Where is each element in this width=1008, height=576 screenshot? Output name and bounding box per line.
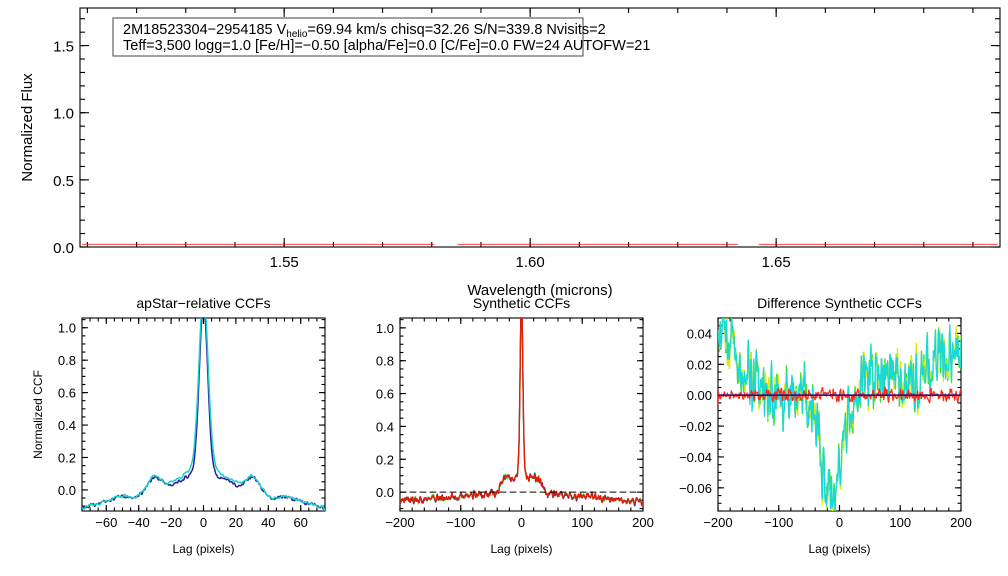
y-tick-label: 0.2	[58, 450, 76, 465]
y-tick-label: 0.4	[376, 419, 394, 434]
x-tick-label: −100	[446, 515, 475, 530]
apstar-relative-ccfs-panel: −60 −40 −20 0 20 40 60 0.0 0.2 0.4 0.6 0.8 1.0 apStar…	[31, 295, 326, 556]
y-tick-label: 0.0	[376, 485, 394, 500]
y-tick-label: −0.04	[679, 450, 712, 465]
x-tick-label: −40	[128, 515, 150, 530]
ccf-curve-visit-2	[82, 318, 325, 511]
synthetic-ccf-ccf-red	[400, 318, 643, 507]
y-tick-label: 1.0	[53, 106, 74, 123]
panel-title: Synthetic CCFs	[473, 295, 570, 311]
x-tick-label: 100	[889, 515, 911, 530]
y-tick-label: 0.5	[53, 173, 74, 190]
difference-curve-diff-yellow	[718, 318, 961, 511]
y-axis-title: Normalized Flux	[19, 73, 36, 182]
x-axis-title: Wavelength (microns)	[467, 282, 612, 299]
y-tick-label: 0.00	[687, 388, 712, 403]
ccf-curve-visit-1	[82, 318, 325, 511]
y-tick-label: 1.5	[53, 39, 74, 56]
x-tick-label: −200	[703, 515, 732, 530]
y-tick-label: 0.8	[376, 354, 394, 369]
x-axis-title: Lag (pixels)	[490, 542, 552, 556]
y-tick-label: 1.0	[376, 321, 394, 336]
difference-curve-diff-cyan	[718, 318, 961, 511]
y-tick-label: −0.06	[679, 481, 712, 496]
x-tick-label: 0	[518, 515, 525, 530]
y-tick-label: 0.0	[53, 240, 74, 257]
parameter-box	[112, 17, 584, 57]
plot-frame	[399, 317, 644, 512]
x-tick-label: 40	[261, 515, 275, 530]
synthetic-ccfs-panel: −200 −100 0 100 200 0.0 0.2 0.4 0.6 0.8 1.0 Synthet…	[376, 295, 654, 556]
panel-title: apStar−relative CCFs	[136, 295, 270, 311]
y-tick-label: 0.8	[58, 353, 76, 368]
x-tick-label: 1.60	[516, 254, 545, 271]
difference-curve-diff-green	[718, 318, 961, 511]
difference-traces	[718, 318, 961, 511]
x-tick-label: 1.55	[270, 254, 299, 271]
y-tick-label: 0.04	[687, 326, 712, 341]
y-tick-label: 0.02	[687, 357, 712, 372]
y-tick-label: 0.6	[58, 386, 76, 401]
y-tick-label: 0.4	[58, 418, 76, 433]
y-tick-label: 0.6	[376, 387, 394, 402]
x-tick-label: 200	[632, 515, 654, 530]
spectrum-traces	[82, 243, 998, 247]
x-tick-label: 0	[200, 515, 207, 530]
x-tick-label: −20	[160, 515, 182, 530]
plot-frame	[81, 317, 326, 512]
y-tick-label: 0.0	[58, 483, 76, 498]
x-tick-label: 100	[571, 515, 593, 530]
x-tick-label: −100	[764, 515, 793, 530]
x-axis-title: Lag (pixels)	[172, 542, 234, 556]
y-tick-label: 0.2	[376, 452, 394, 467]
x-tick-label: 20	[229, 515, 243, 530]
x-tick-label: 200	[950, 515, 972, 530]
x-tick-label: −200	[385, 515, 414, 530]
synthetic-ccf-ccf-green	[400, 318, 643, 506]
panel-title: Difference Synthetic CCFs	[757, 295, 922, 311]
y-tick-label: −0.02	[679, 419, 712, 434]
x-axis-title: Lag (pixels)	[808, 542, 870, 556]
x-tick-label: 60	[293, 515, 307, 530]
ccf-traces	[82, 318, 325, 511]
spectrum-panel: 1.55 1.60 1.65 0.0 0.5 1.0 1.5 Wavelength (micr…	[19, 7, 1001, 299]
synthetic-ccf-ccf-purple	[400, 318, 643, 508]
x-tick-label: 0	[836, 515, 843, 530]
y-tick-label: 1.0	[58, 321, 76, 336]
difference-synthetic-ccfs-panel: −200 −100 0 100 200 0.04 0.02 0.00 −0.02 −0.04 −0.…	[679, 295, 972, 556]
x-tick-label: −60	[95, 515, 117, 530]
header-line-2: Teff=3,500 logg=1.0 [Fe/H]=−0.50 [alpha/…	[123, 38, 650, 54]
synthetic-ccf-traces	[400, 318, 643, 508]
y-axis-title: Normalized CCF	[31, 370, 45, 459]
x-tick-label: 1.65	[762, 254, 791, 271]
header-line-1: 2M18523304−2954185 Vhelio=69.94 km/s chi…	[123, 22, 606, 40]
